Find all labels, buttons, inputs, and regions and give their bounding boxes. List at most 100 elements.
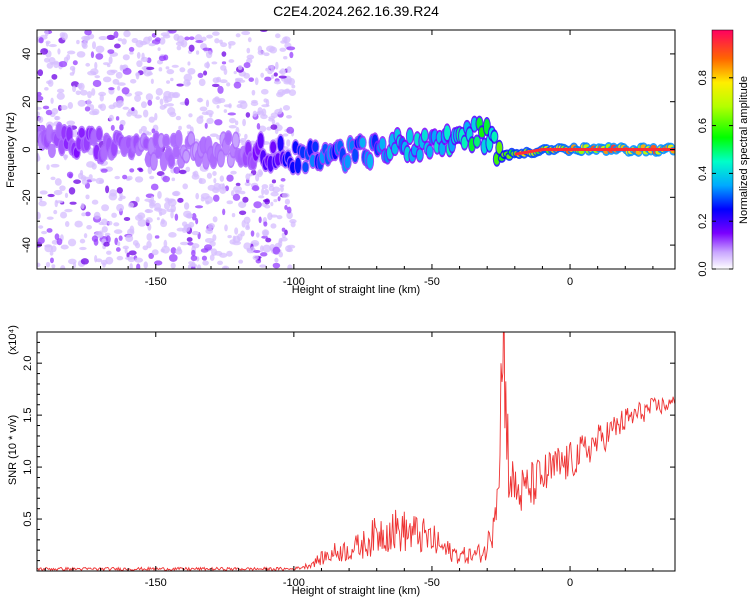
noise-blob (50, 257, 54, 264)
snr-ylabel: SNR (10 * v/v) (7, 415, 19, 485)
noise-blob (60, 265, 66, 269)
noise-blob (267, 70, 273, 75)
noise-blob (88, 174, 93, 180)
noise-blob (47, 193, 55, 198)
noise-blob (280, 177, 286, 182)
noise-blob (257, 107, 263, 114)
ridge-point (277, 135, 284, 152)
noise-blob (126, 175, 133, 181)
noise-blob (273, 199, 278, 203)
noise-blob (140, 101, 147, 109)
noise-blob (129, 51, 134, 55)
noise-blob (166, 103, 174, 107)
noise-blob (37, 262, 41, 268)
noise-blob (53, 189, 63, 196)
noise-blob (270, 124, 278, 130)
noise-blob (37, 116, 44, 124)
noise-blob (291, 84, 296, 89)
noise-blob (158, 67, 163, 72)
snr-marks (37, 332, 675, 571)
snr-xtick-label: 0 (567, 577, 573, 589)
noise-blob (58, 61, 68, 68)
noise-blob (127, 256, 135, 263)
noise-blob (123, 30, 131, 38)
noise-blob (168, 30, 177, 34)
noise-blob (46, 228, 53, 233)
noise-blob (123, 216, 131, 221)
noise-blob (149, 202, 156, 207)
noise-blob (143, 36, 151, 45)
noise-blob (60, 105, 68, 111)
noise-blob (253, 249, 261, 253)
snr-xlabel: Height of straight line (km) (292, 585, 420, 597)
noise-blob (81, 40, 87, 48)
noise-blob (160, 218, 165, 225)
noise-blob (68, 187, 76, 195)
noise-blob (38, 37, 44, 44)
noise-blob (108, 220, 113, 226)
noise-blob (56, 92, 65, 100)
noise-blob (117, 85, 121, 91)
noise-blob (196, 97, 204, 103)
noise-blob (290, 221, 296, 228)
noise-blob (265, 67, 270, 72)
noise-blob (211, 83, 220, 88)
noise-blob (121, 87, 130, 95)
spectrogram-ytick-label: 0 (21, 146, 33, 152)
noise-blob (85, 194, 90, 200)
noise-blob (113, 222, 120, 227)
spectrogram-xtick-label: -150 (145, 276, 167, 288)
noise-blob (286, 66, 292, 73)
noise-blob (37, 236, 45, 244)
colorbar-gradient (711, 29, 734, 270)
noise-blob (270, 223, 277, 229)
ridge-point (344, 154, 351, 169)
noise-blob (74, 220, 83, 228)
noise-blob (246, 222, 250, 229)
noise-blob (95, 258, 103, 263)
noise-blob (233, 185, 242, 193)
noise-blob (105, 185, 110, 194)
noise-blob (270, 214, 278, 218)
noise-blob (239, 190, 246, 195)
noise-blob (260, 88, 269, 95)
noise-blob (263, 221, 268, 227)
noise-blob (159, 37, 166, 45)
noise-blob (219, 175, 225, 182)
noise-blob (134, 214, 143, 221)
noise-blob (113, 229, 123, 234)
noise-blob (195, 218, 199, 225)
noise-blob (286, 126, 295, 134)
noise-blob (145, 93, 154, 101)
noise-blob (185, 166, 191, 172)
noise-blob (164, 197, 170, 203)
noise-blob (226, 174, 234, 182)
noise-blob (91, 199, 99, 205)
noise-blob (228, 43, 232, 49)
noise-blob (258, 125, 267, 133)
noise-blob (44, 30, 49, 37)
noise-blob (286, 46, 296, 51)
noise-blob (100, 218, 108, 226)
noise-blob (163, 239, 168, 248)
noise-blob (228, 59, 235, 63)
noise-blob (95, 45, 105, 54)
noise-blob (212, 31, 220, 36)
noise-blob (286, 211, 293, 220)
noise-blob (237, 100, 247, 104)
noise-blob (157, 190, 162, 199)
snr-xtick-label: -100 (283, 577, 305, 589)
noise-blob (110, 69, 118, 74)
noise-blob (90, 178, 97, 182)
noise-blob (50, 176, 56, 181)
noise-blob (136, 60, 143, 68)
spectrogram-ylabel: Frequency (Hz) (5, 112, 17, 188)
noise-blob (37, 106, 42, 111)
noise-blob (248, 77, 255, 82)
noise-blob (108, 114, 114, 122)
noise-blob (59, 185, 66, 192)
noise-blob (37, 95, 44, 102)
noise-blob (281, 227, 286, 232)
noise-blob (171, 64, 179, 68)
noise-blob (194, 34, 203, 42)
